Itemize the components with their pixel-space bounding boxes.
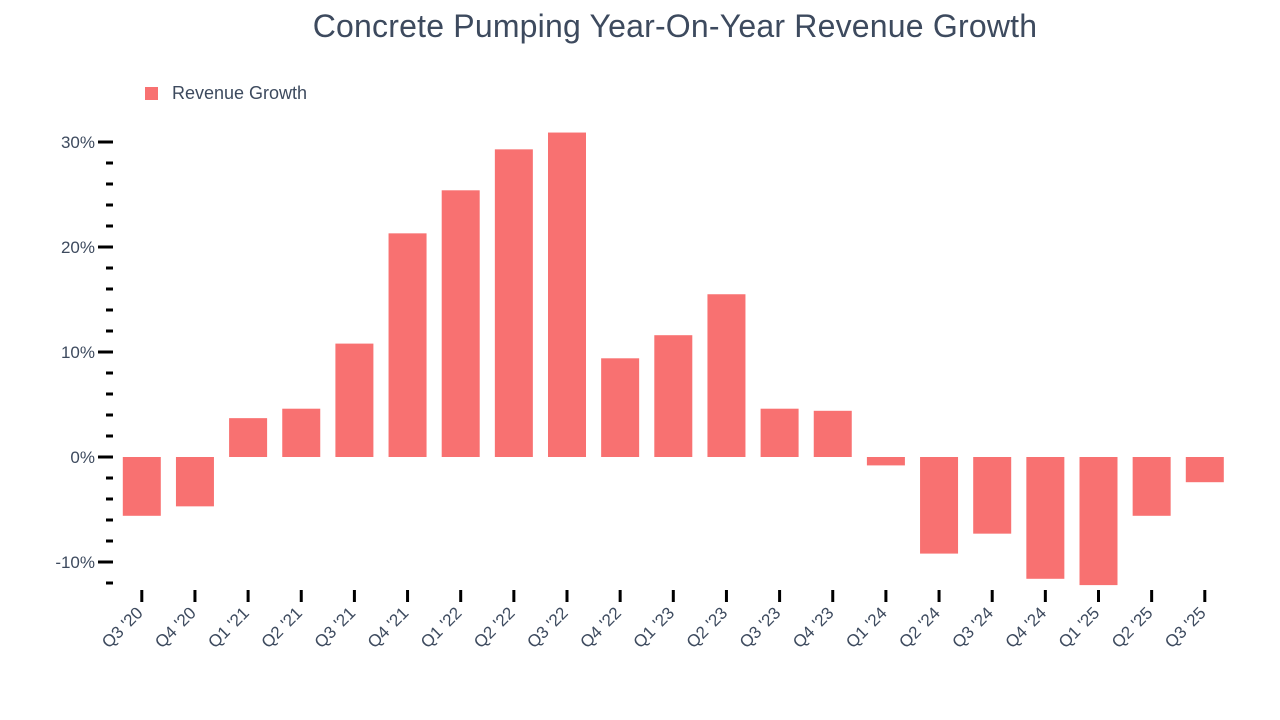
- x-tick-label: Q3 '23: [736, 603, 784, 651]
- bar[interactable]: [760, 408, 799, 457]
- x-tick-label: Q2 '21: [258, 603, 306, 651]
- bar[interactable]: [866, 457, 905, 466]
- x-tick-label: Q2 '22: [470, 603, 518, 651]
- bar[interactable]: [1079, 457, 1118, 586]
- x-tick-label: Q1 '21: [204, 603, 252, 651]
- bar[interactable]: [1026, 457, 1065, 579]
- bar[interactable]: [335, 343, 374, 457]
- x-tick-label: Q3 '25: [1161, 603, 1209, 651]
- bar[interactable]: [813, 410, 852, 457]
- x-tick-label: Q4 '24: [1002, 603, 1050, 651]
- x-tick-label: Q1 '22: [417, 603, 465, 651]
- bar[interactable]: [707, 294, 746, 457]
- x-tick-label: Q1 '24: [842, 603, 890, 651]
- x-tick-label: Q2 '24: [895, 603, 943, 651]
- bar[interactable]: [282, 408, 321, 457]
- bar[interactable]: [441, 190, 480, 458]
- x-tick-label: Q2 '23: [683, 603, 731, 651]
- x-tick-label: Q1 '23: [630, 603, 678, 651]
- bar[interactable]: [920, 457, 959, 554]
- bar[interactable]: [229, 418, 268, 457]
- y-tick-label: 10%: [61, 343, 95, 362]
- bar[interactable]: [601, 358, 640, 457]
- x-tick-label: Q3 '24: [949, 603, 997, 651]
- x-tick-label: Q3 '21: [311, 603, 359, 651]
- x-tick-label: Q4 '22: [576, 603, 624, 651]
- bar[interactable]: [1185, 457, 1224, 483]
- x-tick-label: Q4 '23: [789, 603, 837, 651]
- y-tick-label: 20%: [61, 238, 95, 257]
- x-tick-label: Q1 '25: [1055, 603, 1103, 651]
- x-tick-label: Q3 '20: [98, 603, 146, 651]
- bar[interactable]: [122, 457, 161, 516]
- x-tick-label: Q2 '25: [1108, 603, 1156, 651]
- y-tick-label: -10%: [55, 553, 95, 572]
- y-tick-label: 30%: [61, 133, 95, 152]
- bar[interactable]: [175, 457, 214, 507]
- x-tick-label: Q4 '20: [151, 603, 199, 651]
- x-tick-label: Q3 '22: [523, 603, 571, 651]
- legend-label: Revenue Growth: [172, 83, 308, 103]
- bar[interactable]: [654, 335, 693, 457]
- bar[interactable]: [494, 149, 533, 457]
- legend[interactable]: Revenue Growth: [145, 83, 307, 104]
- bar[interactable]: [973, 457, 1012, 534]
- bar[interactable]: [1132, 457, 1171, 516]
- legend-swatch-icon: [145, 87, 158, 100]
- bar[interactable]: [388, 233, 427, 457]
- x-tick-label: Q4 '21: [364, 603, 412, 651]
- y-tick-label: 0%: [70, 448, 95, 467]
- chart-title: Concrete Pumping Year-On-Year Revenue Gr…: [312, 8, 1038, 44]
- bar[interactable]: [548, 132, 586, 458]
